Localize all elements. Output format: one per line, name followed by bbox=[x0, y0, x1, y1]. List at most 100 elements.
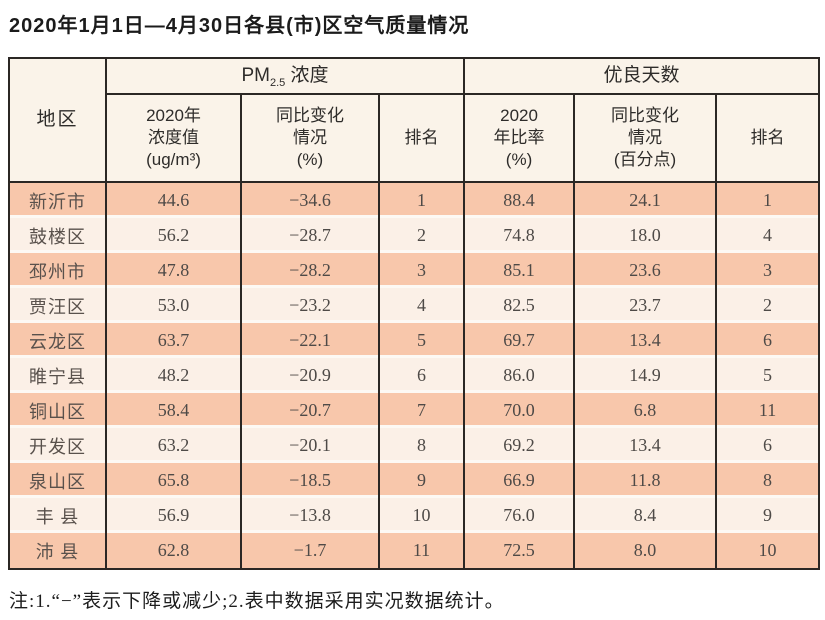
header-ratio-rank: 排名 bbox=[715, 93, 821, 183]
cell-ratio-rank: 8 bbox=[715, 463, 821, 498]
table-row: 鼓楼区 56.2 −28.7 2 74.8 18.0 4 bbox=[8, 218, 821, 253]
cell-ratio: 86.0 bbox=[463, 358, 576, 393]
footnote: 注:1.“−”表示下降或减少;2.表中数据采用实况数据统计。 bbox=[9, 591, 505, 612]
cell-pm-value: 47.8 bbox=[105, 253, 242, 288]
cell-pm-value: 53.0 bbox=[105, 288, 242, 323]
cell-ratio: 72.5 bbox=[463, 533, 576, 569]
table-row: 开发区 63.2 −20.1 8 69.2 13.4 6 bbox=[8, 428, 821, 463]
cell-ratio-rank: 1 bbox=[715, 182, 821, 218]
cell-ratio-rank: 11 bbox=[715, 393, 821, 428]
pm25-label: PM bbox=[241, 64, 270, 86]
cell-pm-rank: 10 bbox=[377, 498, 466, 533]
cell-pm-change: −18.5 bbox=[240, 463, 380, 498]
header-group-pm25: PM2.5 浓度 bbox=[104, 57, 466, 95]
cell-pm-change: −1.7 bbox=[240, 533, 380, 569]
cell-pm-value: 63.2 bbox=[105, 428, 242, 463]
cell-pm-value: 65.8 bbox=[105, 463, 242, 498]
header-pm-value: 2020年 浓度值 (ug/m³) bbox=[105, 93, 242, 183]
cell-ratio-change: 18.0 bbox=[573, 218, 718, 253]
cell-ratio-change: 13.4 bbox=[573, 323, 718, 358]
cell-region: 邳州市 bbox=[8, 253, 107, 288]
cell-ratio-rank: 5 bbox=[715, 358, 821, 393]
cell-ratio: 74.8 bbox=[463, 218, 576, 253]
cell-ratio-rank: 3 bbox=[715, 253, 821, 288]
cell-ratio-change: 6.8 bbox=[573, 393, 718, 428]
table-header: 地区 PM2.5 浓度 优良天数 2020年 浓度值 (ug/m³) 同比变化 … bbox=[8, 57, 821, 183]
table-row: 新沂市 44.6 −34.6 1 88.4 24.1 1 bbox=[8, 182, 821, 218]
air-quality-table: 地区 PM2.5 浓度 优良天数 2020年 浓度值 (ug/m³) 同比变化 … bbox=[8, 57, 821, 570]
cell-pm-value: 48.2 bbox=[105, 358, 242, 393]
cell-ratio: 70.0 bbox=[463, 393, 576, 428]
table-row: 贾汪区 53.0 −23.2 4 82.5 23.7 2 bbox=[8, 288, 821, 323]
cell-pm-value: 56.2 bbox=[105, 218, 242, 253]
cell-region: 铜山区 bbox=[8, 393, 107, 428]
cell-ratio: 69.2 bbox=[463, 428, 576, 463]
cell-ratio-rank: 4 bbox=[715, 218, 821, 253]
cell-pm-rank: 3 bbox=[377, 253, 466, 288]
cell-pm-change: −28.7 bbox=[240, 218, 380, 253]
cell-ratio-change: 14.9 bbox=[573, 358, 718, 393]
cell-ratio-change: 23.6 bbox=[573, 253, 718, 288]
cell-region: 丰 县 bbox=[8, 498, 107, 533]
cell-region: 贾汪区 bbox=[8, 288, 107, 323]
cell-pm-change: −20.1 bbox=[240, 428, 380, 463]
cell-ratio-change: 8.0 bbox=[573, 533, 718, 569]
table-row: 睢宁县 48.2 −20.9 6 86.0 14.9 5 bbox=[8, 358, 821, 393]
cell-pm-value: 56.9 bbox=[105, 498, 242, 533]
cell-region: 云龙区 bbox=[8, 323, 107, 358]
cell-pm-change: −20.9 bbox=[240, 358, 380, 393]
cell-ratio-rank: 9 bbox=[715, 498, 821, 533]
table-row: 沛 县 62.8 −1.7 11 72.5 8.0 10 bbox=[8, 533, 821, 569]
cell-region: 泉山区 bbox=[8, 463, 107, 498]
cell-ratio-change: 24.1 bbox=[573, 182, 718, 218]
cell-ratio: 76.0 bbox=[463, 498, 576, 533]
header-pm-rank: 排名 bbox=[377, 93, 466, 183]
cell-ratio: 82.5 bbox=[463, 288, 576, 323]
cell-ratio: 69.7 bbox=[463, 323, 576, 358]
header-ratio: 2020 年比率 (%) bbox=[463, 93, 576, 183]
cell-region: 睢宁县 bbox=[8, 358, 107, 393]
header-ratio-change: 同比变化 情况 (百分点) bbox=[573, 93, 718, 183]
table-row: 铜山区 58.4 −20.7 7 70.0 6.8 11 bbox=[8, 393, 821, 428]
table-row: 丰 县 56.9 −13.8 10 76.0 8.4 9 bbox=[8, 498, 821, 533]
page-title: 2020年1月1日—4月30日各县(市)区空气质量情况 bbox=[9, 15, 470, 37]
header-group-row: 地区 PM2.5 浓度 优良天数 bbox=[8, 57, 821, 183]
table-row: 泉山区 65.8 −18.5 9 66.9 11.8 8 bbox=[8, 463, 821, 498]
cell-region: 新沂市 bbox=[8, 182, 107, 218]
table-row: 云龙区 63.7 −22.1 5 69.7 13.4 6 bbox=[8, 323, 821, 358]
pm25-suffix: 浓度 bbox=[285, 64, 329, 86]
cell-pm-rank: 1 bbox=[377, 182, 466, 218]
cell-ratio: 85.1 bbox=[463, 253, 576, 288]
cell-pm-change: −22.1 bbox=[240, 323, 380, 358]
cell-ratio-rank: 6 bbox=[715, 323, 821, 358]
table-body: 新沂市 44.6 −34.6 1 88.4 24.1 1 鼓楼区 56.2 −2… bbox=[8, 182, 821, 569]
cell-ratio: 88.4 bbox=[463, 182, 576, 218]
cell-pm-rank: 9 bbox=[377, 463, 466, 498]
cell-ratio-change: 23.7 bbox=[573, 288, 718, 323]
pm25-subscript: 2.5 bbox=[269, 76, 286, 89]
cell-ratio: 66.9 bbox=[463, 463, 576, 498]
header-group-good-days: 优良天数 bbox=[463, 57, 821, 95]
cell-pm-rank: 4 bbox=[377, 288, 466, 323]
cell-region: 开发区 bbox=[8, 428, 107, 463]
table-row: 邳州市 47.8 −28.2 3 85.1 23.6 3 bbox=[8, 253, 821, 288]
cell-ratio-change: 8.4 bbox=[573, 498, 718, 533]
cell-pm-rank: 11 bbox=[377, 533, 466, 569]
cell-pm-change: −34.6 bbox=[240, 182, 380, 218]
cell-pm-value: 58.4 bbox=[105, 393, 242, 428]
cell-pm-change: −13.8 bbox=[240, 498, 380, 533]
cell-pm-rank: 8 bbox=[377, 428, 466, 463]
cell-pm-change: −23.2 bbox=[240, 288, 380, 323]
cell-ratio-rank: 6 bbox=[715, 428, 821, 463]
cell-pm-value: 63.7 bbox=[105, 323, 242, 358]
cell-pm-change: −20.7 bbox=[240, 393, 380, 428]
header-region: 地区 bbox=[8, 57, 107, 183]
cell-pm-rank: 6 bbox=[377, 358, 466, 393]
cell-pm-value: 44.6 bbox=[105, 182, 242, 218]
cell-pm-rank: 2 bbox=[377, 218, 466, 253]
cell-ratio-change: 13.4 bbox=[573, 428, 718, 463]
cell-pm-value: 62.8 bbox=[105, 533, 242, 569]
cell-ratio-change: 11.8 bbox=[573, 463, 718, 498]
cell-pm-change: −28.2 bbox=[240, 253, 380, 288]
cell-ratio-rank: 2 bbox=[715, 288, 821, 323]
